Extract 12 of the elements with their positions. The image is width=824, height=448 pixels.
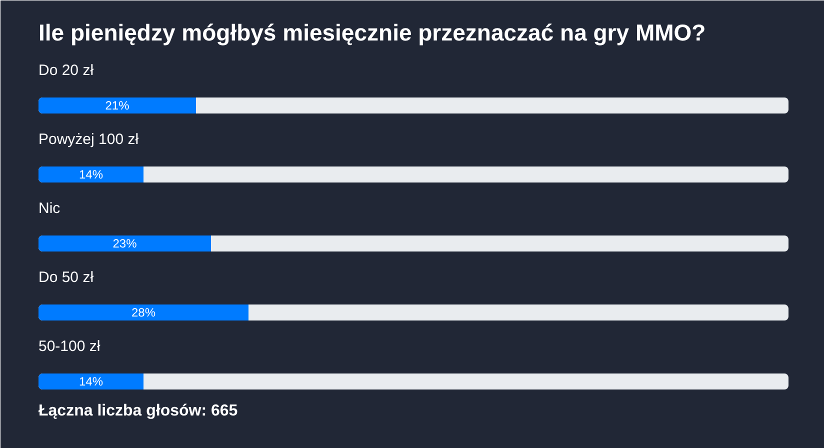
data-label: 14%	[78, 168, 104, 182]
y-tick-label: Powyżej 100 zł	[38, 131, 140, 148]
y-tick-label: Nic	[38, 200, 61, 218]
y-tick-label: 50-100 zł	[38, 338, 101, 356]
chart-title: Ile pieniędzy mógłbyś miesięcznie przeznaczać na gry MMO?	[38, 20, 706, 46]
text: Łączna liczba głosów: 665	[38, 402, 238, 420]
data-label: 14%	[78, 374, 104, 389]
y-tick-label: Do 20 zł	[38, 62, 94, 80]
data-label: 23%	[112, 236, 138, 251]
y-tick-label: Do 50 zł	[38, 269, 94, 286]
data-label: 28%	[131, 306, 156, 320]
data-label: 21%	[105, 98, 130, 112]
